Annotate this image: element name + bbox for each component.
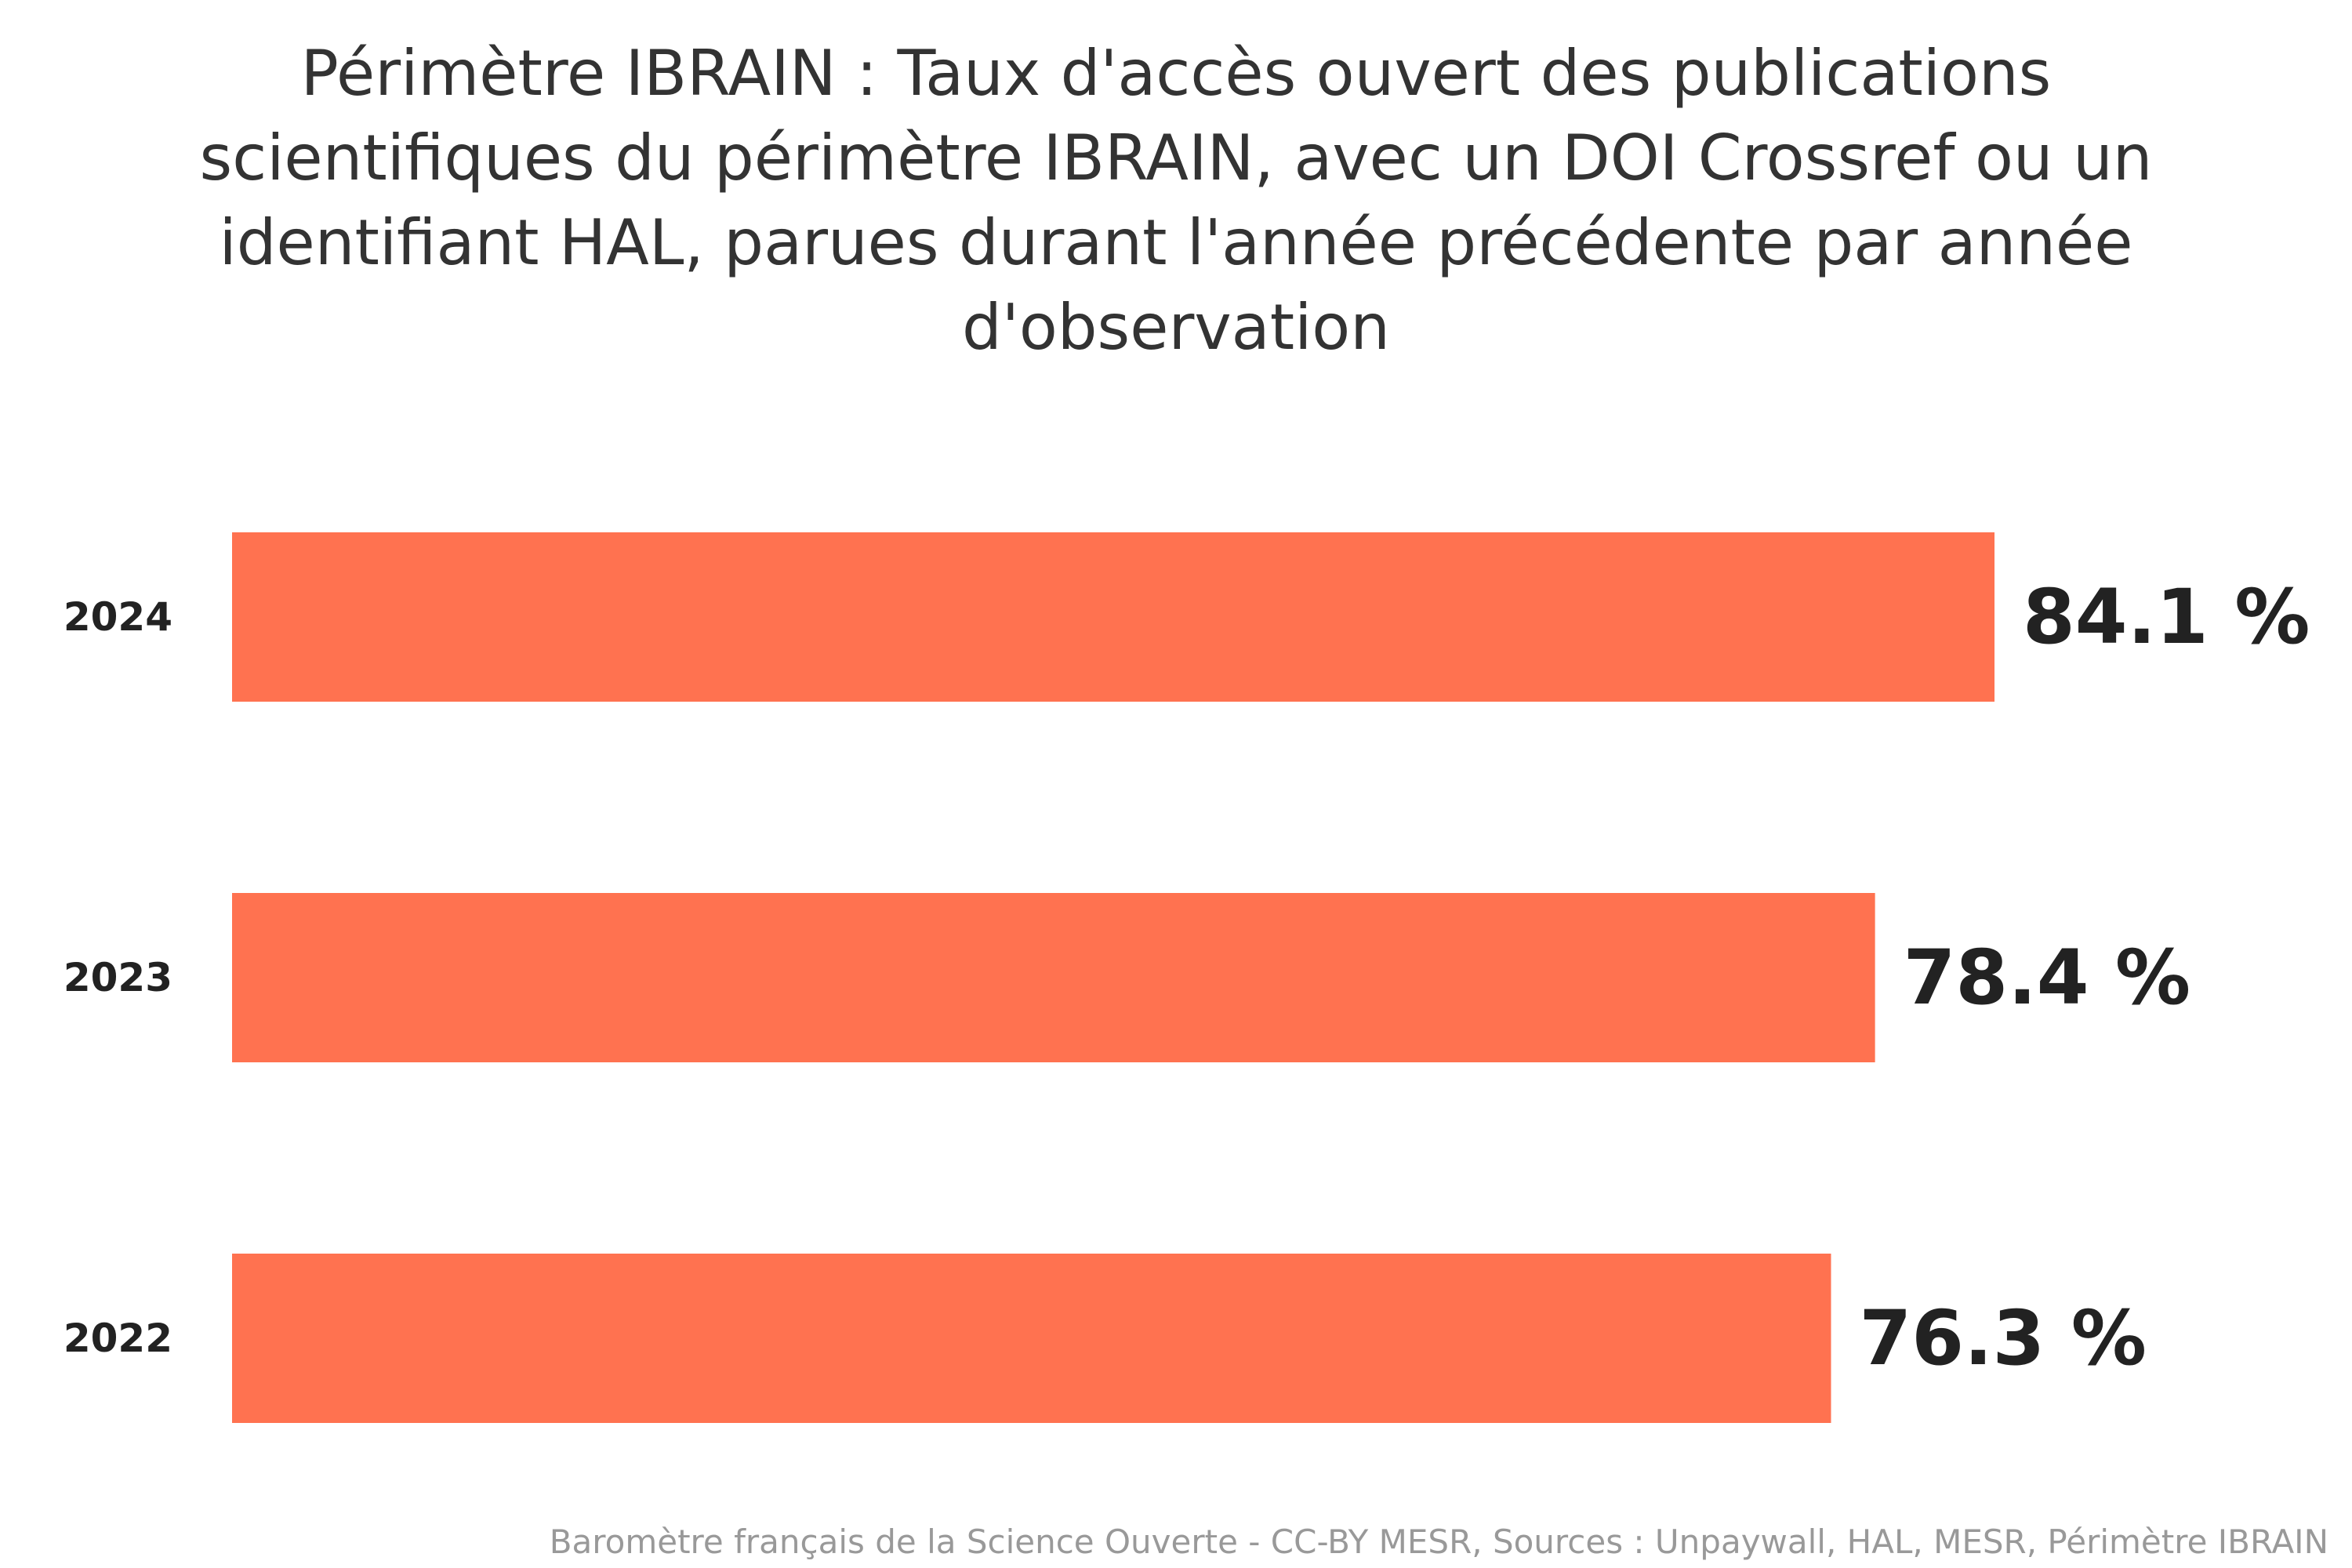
labels-layer: 2024 84.1 % 2023 78.4 % 2022 76.3 % bbox=[64, 573, 2310, 1382]
bars-layer bbox=[232, 532, 1994, 1423]
data-label-2023: 78.4 % bbox=[1904, 934, 2190, 1022]
y-tick-label-2023: 2023 bbox=[64, 955, 172, 1000]
bar-2024 bbox=[232, 532, 1994, 702]
data-label-2022: 76.3 % bbox=[1859, 1294, 2146, 1382]
bar-2022 bbox=[232, 1254, 1831, 1423]
chart-credits: Baromètre français de la Science Ouverte… bbox=[549, 1523, 2328, 1561]
data-label-2024: 84.1 % bbox=[2023, 573, 2310, 661]
bar-2023 bbox=[232, 893, 1875, 1062]
y-tick-label-2022: 2022 bbox=[64, 1316, 172, 1361]
chart-title: Périmètre IBRAIN : Taux d'accès ouvert d… bbox=[199, 37, 2153, 364]
y-tick-label-2024: 2024 bbox=[64, 594, 172, 640]
